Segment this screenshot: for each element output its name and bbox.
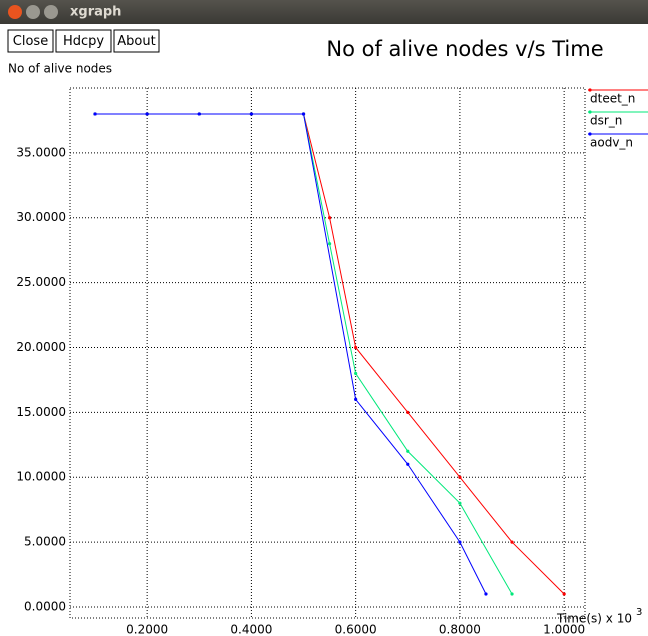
x-axis-label-exponent: 3 [636,607,642,618]
data-point [93,112,97,116]
data-point [406,449,410,453]
series-line [95,113,565,595]
data-point [406,410,410,414]
hdcpy-button[interactable] [55,29,112,53]
close-window-button[interactable] [8,5,22,19]
data-point [406,462,410,466]
x-tick-label: 0.6000 [335,623,377,636]
about-button-label[interactable]: About [117,34,155,49]
data-point [145,112,149,116]
data-point [354,397,358,401]
x-tick-label: 1.0000 [543,623,585,636]
data-point [458,475,462,479]
data-point [354,345,358,350]
button-row: Close Hdcpy About [7,29,160,53]
y-tick-label: 15.0000 [16,405,66,419]
x-tick-label: 0.8000 [439,623,481,636]
data-point [301,112,306,116]
x-axis-label: Time(s) x 10 [556,612,632,626]
minimize-window-button[interactable] [26,5,40,19]
series-line [95,113,513,595]
maximize-window-button[interactable] [44,5,58,19]
plot-frame [69,87,586,619]
legend-marker [588,110,592,114]
close-button[interactable] [7,29,54,53]
data-point [510,592,514,596]
about-button[interactable] [113,29,160,53]
y-tick-label: 20.0000 [16,340,66,354]
legend-label: dsr_n [590,114,622,128]
window-title: xgraph [70,5,121,20]
x-tick-label: 0.4000 [230,623,272,636]
x-tick-label: 0.2000 [126,623,168,636]
data-point [197,112,201,116]
data-point [354,371,358,376]
hdcpy-button-label[interactable]: Hdcpy [63,34,104,49]
data-point [327,216,332,220]
data-point [510,540,514,544]
data-point [562,592,566,596]
series-line [95,113,487,595]
y-tick-label: 25.0000 [16,275,66,289]
y-tick-label: 0.0000 [24,599,66,613]
data-point [327,242,332,246]
title-bar [0,0,648,24]
close-button-label[interactable]: Close [13,34,48,49]
y-tick-label: 5.0000 [24,535,66,549]
y-tick-label: 35.0000 [16,145,66,159]
y-tick-label: 10.0000 [16,470,66,484]
y-tick-label: 30.0000 [16,210,66,224]
legend-label: dteet_n [590,92,635,106]
data-point [458,540,462,544]
legend-marker [588,88,592,92]
chart-title: No of alive nodes v/s Time [326,37,603,61]
legend-marker [588,132,592,136]
legend-label: aodv_n [590,136,633,150]
data-point [249,112,253,116]
y-axis-label: No of alive nodes [8,62,112,76]
data-point [484,592,488,596]
data-point [458,501,462,505]
